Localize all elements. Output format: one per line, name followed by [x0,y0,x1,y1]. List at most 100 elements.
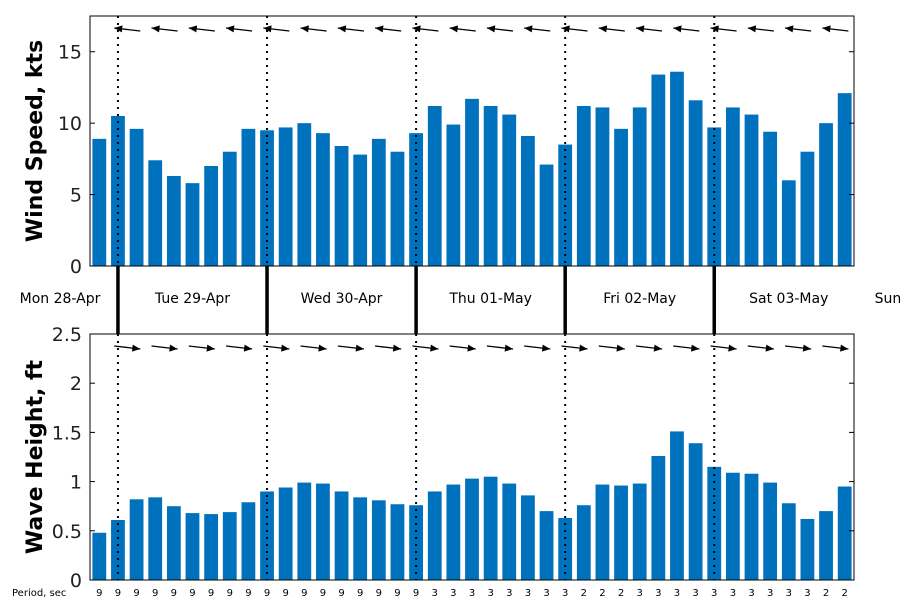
wind-bar [744,114,759,266]
day-label-strip: Mon 28-Apr Tue 29-Apr Wed 30-Apr Thu 01-May… [20,266,900,334]
wave-bar [241,502,256,580]
period-value: 9 [264,588,270,599]
wave-bar [688,443,703,580]
wind-bar [129,128,144,266]
period-value: 9 [357,588,363,599]
wave-axes-frame [89,333,855,581]
period-value: 9 [189,588,195,599]
day-label: Sun [875,291,900,307]
wave-arrow-head [653,344,663,352]
period-value: 3 [487,588,493,599]
wave-bar [166,506,181,580]
period-value: 9 [320,588,326,599]
period-value: 9 [338,588,344,599]
wind-bar [614,128,628,266]
period-value: 3 [450,588,456,599]
wind-bar [427,106,442,266]
period-value: 2 [599,588,605,599]
wind-bar [651,74,666,266]
wave-arrow-head [690,344,700,352]
wind-bar [688,100,703,266]
wind-arrow-head [673,25,682,33]
wave-bar [334,491,349,580]
wave-bar [316,483,330,580]
wind-bar [92,138,107,266]
wave-ytick-label: 2.5 [52,324,82,346]
wind-arrow-head [561,25,570,33]
wave-bar [837,486,852,580]
wave-ytick-label: 0.5 [52,521,82,543]
period-value: 2 [841,588,847,599]
wind-bar [800,151,815,266]
wind-bar [781,180,796,266]
period-value: 3 [655,588,661,599]
wind-bar [371,138,386,266]
wave-bar [409,505,423,580]
wind-arrow-head [412,25,421,33]
period-value: 3 [786,588,792,599]
wave-arrow-head [840,344,849,352]
wind-arrow-head [300,25,309,33]
wind-ytick-label: 10 [58,113,82,135]
period-value: 3 [562,588,568,599]
period-value: 3 [748,588,754,599]
wind-bar [539,164,554,266]
wind-bar [446,124,461,266]
period-value: 3 [674,588,680,599]
wave-arrow-head [541,344,551,352]
wave-bar [465,478,479,580]
wave-bar [819,511,833,580]
wind-arrow-head [114,25,123,33]
wind-arrow-head [598,25,608,33]
period-value: 9 [227,588,233,599]
wind-arrow-head [151,25,160,33]
wave-bar [558,518,573,580]
wave-arrow-head [206,344,215,352]
wind-axes-frame [89,15,855,267]
wave-arrow-head [430,344,439,352]
wave-bar [670,431,684,580]
period-value: 2 [823,588,829,599]
period-value: 2 [618,588,624,599]
wind-bar [502,114,517,266]
wave-bar [539,511,554,580]
wave-bar [614,485,628,580]
wave-bar [371,500,386,580]
period-value: 3 [525,588,531,599]
period-value: 3 [767,588,773,599]
wave-arrow-head [243,344,253,352]
wind-bar [595,107,610,267]
wind-arrow-head [822,25,831,33]
period-value: 3 [804,588,810,599]
wave-bar [725,472,740,580]
period-value: 9 [394,588,400,599]
wave-bar [92,532,107,580]
period-value: 9 [208,588,214,599]
wind-bar [819,123,833,266]
wind-bar [483,106,498,266]
wind-arrow-head [375,25,384,33]
wind-arrow-head [337,25,347,33]
wave-bar [129,499,144,580]
wind-bar [148,160,163,266]
wave-bar [390,504,405,580]
wind-ytick-label: 5 [70,185,82,207]
day-label: Wed 30-Apr [301,291,383,307]
period-value: 2 [581,588,587,599]
wave-arrow-head [728,344,737,352]
wind-arrow-head [785,25,794,33]
wind-bar [632,107,647,267]
period-value: 3 [469,588,475,599]
wave-bar [297,482,312,580]
wave-ytick-label: 1.5 [52,422,82,444]
wave-bar [576,505,591,580]
period-axis-label: Period, sec [12,588,66,599]
wave-bar [595,484,610,580]
wind-bar [316,133,330,266]
wave-arrow-head [802,344,812,352]
wind-ytick-label: 15 [58,42,82,64]
wave-bar [483,476,498,580]
wave-bar [222,512,237,580]
wind-y-axis-label: Wind Speed, kts [23,40,48,242]
